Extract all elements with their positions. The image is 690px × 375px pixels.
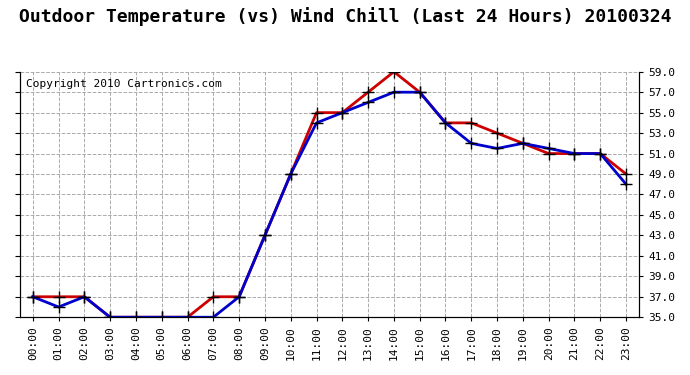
Text: Copyright 2010 Cartronics.com: Copyright 2010 Cartronics.com	[26, 79, 221, 89]
Text: Outdoor Temperature (vs) Wind Chill (Last 24 Hours) 20100324: Outdoor Temperature (vs) Wind Chill (Las…	[19, 8, 671, 27]
